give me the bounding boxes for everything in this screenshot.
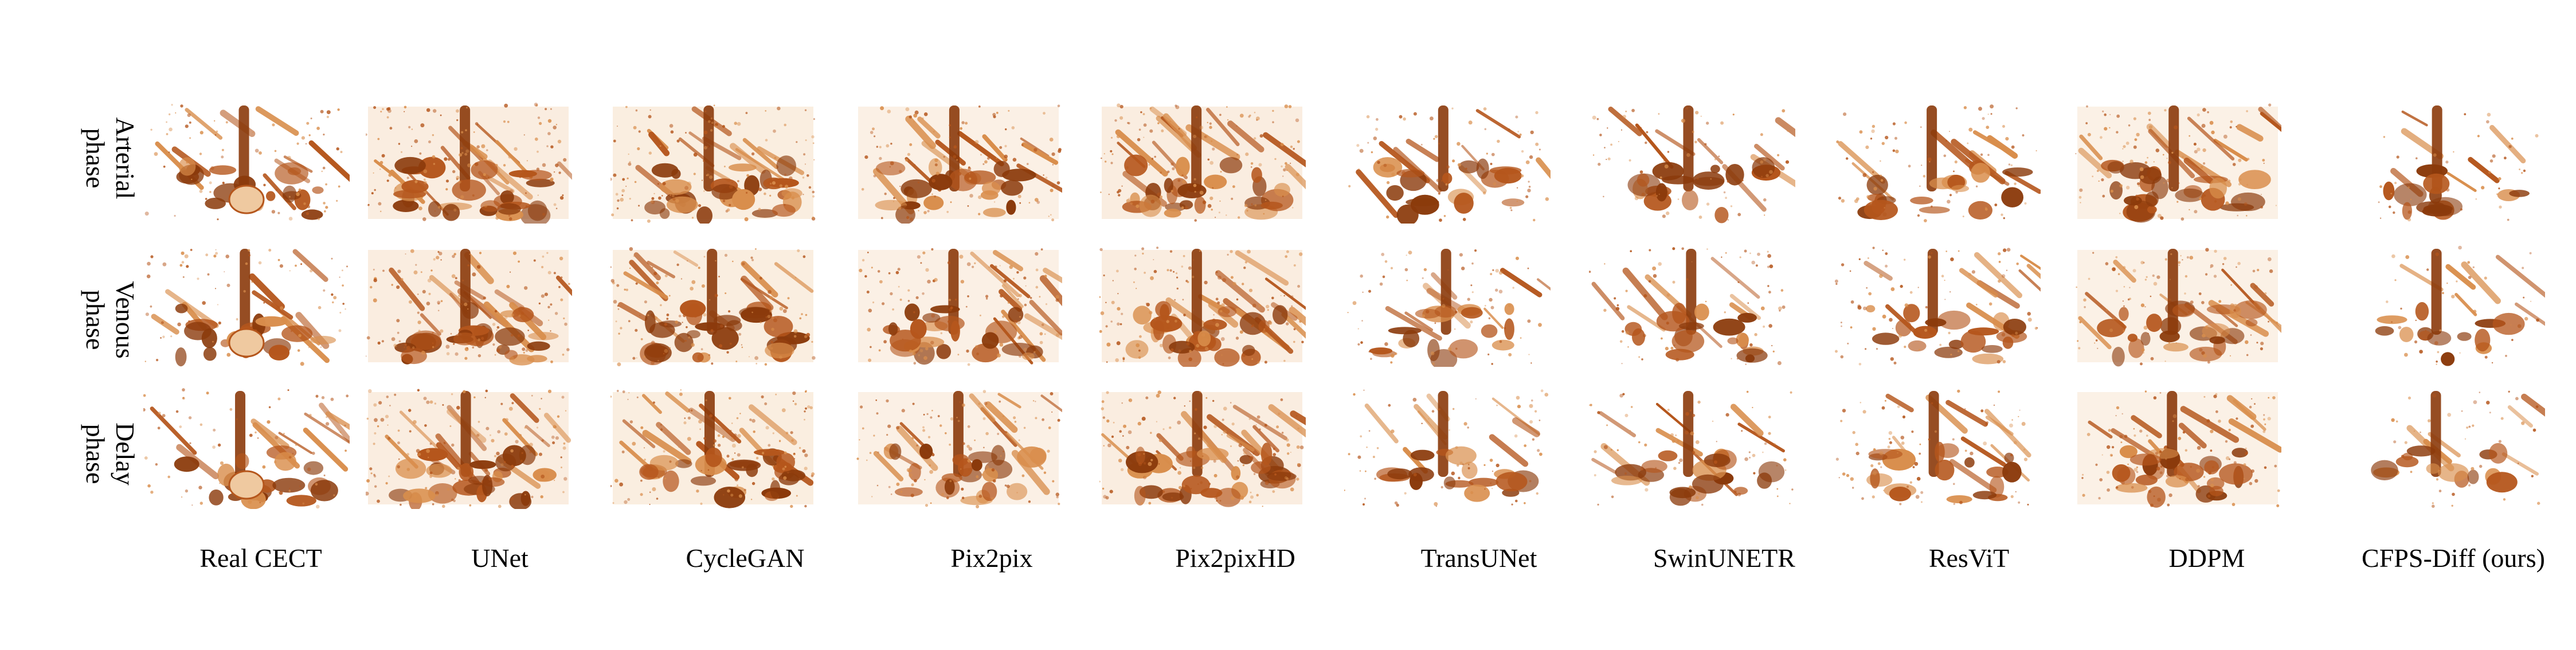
render-real-cect-arterial bbox=[143, 102, 350, 224]
render-swinunetr-arterial bbox=[1589, 102, 1795, 224]
column-label-cfps-diff: CFPS-Diff (ours) bbox=[2362, 543, 2545, 573]
row-label-line2: phase bbox=[81, 424, 110, 484]
column-label-ddpm: DDPM bbox=[2168, 543, 2245, 573]
render-swinunetr-venous bbox=[1589, 245, 1795, 367]
render-transunet-arterial bbox=[1344, 102, 1551, 224]
row-label-line2: phase bbox=[81, 289, 110, 350]
column-label-resvit: ResViT bbox=[1928, 543, 2010, 573]
render-cfps-diff-arterial bbox=[2339, 102, 2545, 224]
row-label-line1: Delay bbox=[111, 422, 140, 485]
render-pix2pix-venous bbox=[856, 245, 1062, 367]
row-label-delay: Delay phase bbox=[64, 374, 156, 534]
render-resvit-venous bbox=[1834, 245, 2041, 367]
render-ddpm-delay bbox=[2075, 387, 2281, 509]
row-label-arterial: Arterial phase bbox=[64, 78, 156, 238]
column-label-pix2pix: Pix2pix bbox=[950, 543, 1033, 573]
render-resvit-delay bbox=[1834, 387, 2041, 509]
render-cfps-diff-delay bbox=[2339, 387, 2545, 509]
render-ddpm-venous bbox=[2075, 245, 2281, 367]
render-real-cect-venous bbox=[143, 245, 350, 367]
render-cyclegan-arterial bbox=[610, 102, 817, 224]
render-pix2pix-delay bbox=[856, 387, 1062, 509]
row-label-line1: Venous bbox=[111, 281, 140, 359]
row-label-line1: Arterial bbox=[111, 117, 140, 199]
render-ddpm-arterial bbox=[2075, 102, 2281, 224]
render-pix2pixhd-arterial bbox=[1099, 102, 1306, 224]
column-label-pix2pixhd: Pix2pixHD bbox=[1175, 543, 1295, 573]
column-label-real-cect: Real CECT bbox=[199, 543, 322, 573]
render-cyclegan-delay bbox=[610, 387, 817, 509]
render-transunet-delay bbox=[1344, 387, 1551, 509]
render-real-cect-delay bbox=[143, 387, 350, 509]
render-pix2pixhd-venous bbox=[1099, 245, 1306, 367]
render-unet-delay bbox=[366, 387, 572, 509]
render-unet-venous bbox=[366, 245, 572, 367]
column-label-swinunetr: SwinUNETR bbox=[1653, 543, 1795, 573]
render-resvit-arterial bbox=[1834, 102, 2041, 224]
render-cyclegan-venous bbox=[610, 245, 817, 367]
render-pix2pix-arterial bbox=[856, 102, 1062, 224]
render-swinunetr-delay bbox=[1589, 387, 1795, 509]
render-transunet-venous bbox=[1344, 245, 1551, 367]
row-label-line2: phase bbox=[81, 128, 110, 189]
render-unet-arterial bbox=[366, 102, 572, 224]
column-label-cyclegan: CycleGAN bbox=[686, 543, 805, 573]
column-label-transunet: TransUNet bbox=[1420, 543, 1537, 573]
column-label-unet: UNet bbox=[471, 543, 528, 573]
render-pix2pixhd-delay bbox=[1099, 387, 1306, 509]
render-cfps-diff-venous bbox=[2339, 245, 2545, 367]
